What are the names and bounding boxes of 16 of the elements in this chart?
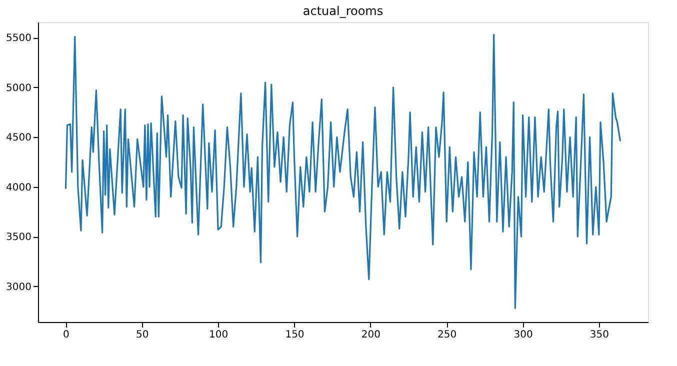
y-tick-label: 5000 [6,82,32,94]
x-tick-label: 0 [63,330,70,340]
x-tick-label: 250 [438,330,457,340]
x-tick-label: 100 [209,330,228,340]
y-tick-label: 3500 [6,232,32,244]
y-tick-label: 3000 [6,282,32,293]
x-tick-label: 300 [514,330,533,340]
y-tick-label: 4500 [6,132,32,144]
x-tick-label: 50 [136,330,149,340]
y-tick-label: 5500 [6,33,32,44]
x-tick-label: 200 [361,330,380,340]
x-tick-label: 350 [590,330,609,340]
line-series [64,34,622,310]
y-tick-label: 4000 [6,182,32,194]
x-tick-label: 150 [285,330,304,340]
chart-title: actual_rooms [302,4,384,18]
